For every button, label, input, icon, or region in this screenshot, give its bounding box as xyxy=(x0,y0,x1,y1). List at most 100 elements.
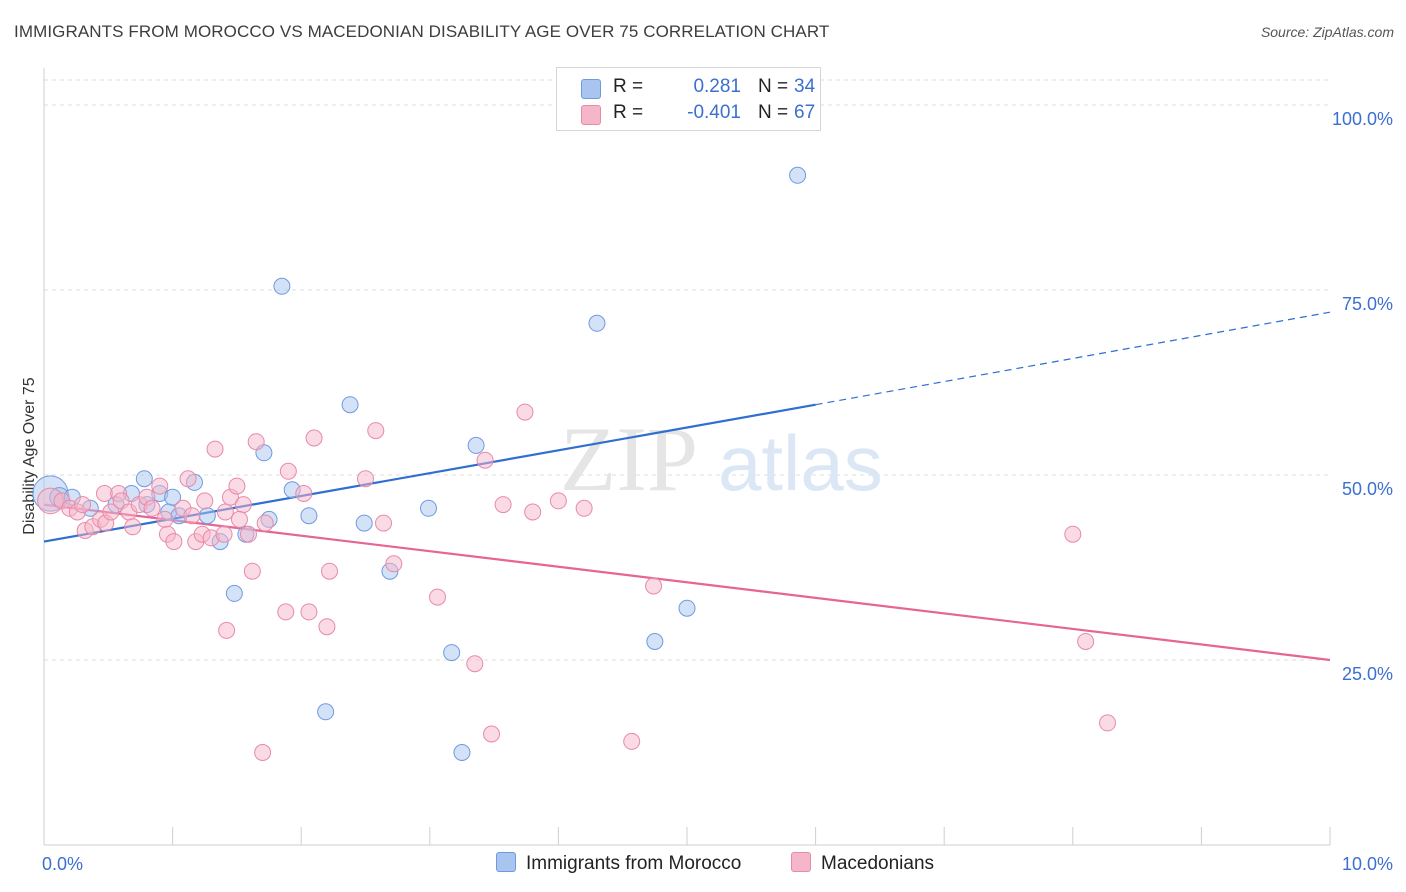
data-point-blue xyxy=(678,599,696,617)
data-point-blue xyxy=(135,470,153,488)
watermark-zip: ZIP xyxy=(560,408,698,510)
data-point-pink xyxy=(305,429,323,447)
data-point-blue xyxy=(420,499,438,517)
watermark-atlas: atlas xyxy=(718,419,883,507)
data-point-pink xyxy=(575,499,593,517)
axes xyxy=(43,68,1331,846)
legend-swatch-pink xyxy=(581,105,601,125)
bottom-legend-macedonians[interactable]: Macedonians xyxy=(791,852,934,875)
data-point-blue xyxy=(198,507,216,525)
data-point-blue xyxy=(164,488,182,506)
source-credit: Source: ZipAtlas.com xyxy=(1260,24,1394,40)
data-point-pink xyxy=(179,470,197,488)
data-point-pink xyxy=(476,451,494,469)
legend-r-label: R = xyxy=(613,102,644,123)
data-point-blue xyxy=(467,436,485,454)
bottom-legend-label-morocco: Immigrants from Morocco xyxy=(526,853,742,874)
data-point-pink xyxy=(216,503,234,521)
bottom-legend-swatch-blue xyxy=(496,852,516,872)
data-point-blue xyxy=(317,703,335,721)
data-point-pink xyxy=(367,422,385,440)
data-point-pink xyxy=(300,603,318,621)
data-point-blue xyxy=(453,744,471,761)
data-point-pink xyxy=(124,518,142,536)
data-point-blue xyxy=(300,507,318,525)
legend-n-label: N = xyxy=(758,76,789,97)
legend-n-value: 34 xyxy=(794,76,816,97)
data-point-blue xyxy=(355,514,373,532)
data-point-pink xyxy=(156,510,174,528)
data-point-pink xyxy=(165,533,183,551)
watermark: ZIP atlas xyxy=(560,408,883,510)
gridlines xyxy=(44,79,1330,661)
data-point-pink xyxy=(230,510,248,528)
data-point-pink xyxy=(95,485,113,502)
data-point-pink xyxy=(143,499,161,517)
x-tick-label: 0.0% xyxy=(42,854,83,874)
data-point-pink xyxy=(74,496,92,514)
data-point-blue xyxy=(646,633,664,650)
data-point-pink xyxy=(494,496,512,514)
data-point-blue xyxy=(588,314,606,332)
data-point-pink xyxy=(483,725,501,743)
x-tick-label: 10.0% xyxy=(1342,854,1393,874)
data-point-pink xyxy=(215,525,233,543)
data-point-pink xyxy=(318,618,336,636)
data-point-pink xyxy=(151,477,169,495)
y-tick-label: 75.0% xyxy=(1342,294,1393,314)
correlation-legend: R = 0.281 N = 34 R = -0.401 N = 67 xyxy=(556,67,821,131)
data-point-pink xyxy=(279,462,297,480)
data-point-pink xyxy=(375,514,393,532)
legend-r-value: -0.401 xyxy=(687,102,741,123)
data-point-blue xyxy=(443,644,461,662)
data-point-pink xyxy=(183,507,201,525)
data-point-pink xyxy=(466,655,484,673)
legend-r-value: 0.281 xyxy=(693,76,741,97)
data-point-pink xyxy=(645,577,663,595)
data-point-pink xyxy=(239,525,257,543)
legend-n-value: 67 xyxy=(794,102,816,123)
data-point-pink xyxy=(623,732,641,750)
y-tick-label: 50.0% xyxy=(1342,479,1393,499)
data-point-pink xyxy=(102,503,120,521)
data-point-pink xyxy=(320,562,338,580)
data-point-pink xyxy=(254,744,272,761)
data-point-blue xyxy=(225,584,243,602)
bottom-legend-label-macedonians: Macedonians xyxy=(821,853,935,874)
y-tick-label: 25.0% xyxy=(1342,664,1393,684)
data-point-pink xyxy=(218,621,236,639)
data-point-pink xyxy=(228,477,246,495)
data-point-pink xyxy=(385,555,403,573)
data-point-blue xyxy=(273,277,291,295)
data-point-blue xyxy=(789,166,807,184)
data-points xyxy=(32,166,1117,761)
regression-line-extension-blue xyxy=(815,311,1331,406)
data-point-pink xyxy=(524,503,542,521)
data-point-pink xyxy=(247,433,265,451)
bottom-legend-morocco[interactable]: Immigrants from Morocco xyxy=(496,852,741,875)
data-point-pink xyxy=(277,603,295,621)
data-point-pink xyxy=(357,470,374,488)
data-point-pink xyxy=(429,588,447,606)
data-point-pink xyxy=(256,514,274,532)
tick-labels: 25.0% 50.0% 75.0% 100.0% 0.0% 10.0% xyxy=(42,109,1393,874)
data-point-pink xyxy=(1077,633,1095,650)
legend-r-label: R = xyxy=(613,76,644,97)
chart-title: IMMIGRANTS FROM MOROCCO VS MACEDONIAN DI… xyxy=(14,22,830,41)
y-tick-label: 100.0% xyxy=(1332,109,1393,129)
data-point-pink xyxy=(243,562,261,580)
bottom-legend-swatch-pink xyxy=(791,852,811,872)
data-point-pink xyxy=(549,492,567,510)
data-point-pink xyxy=(234,496,252,514)
regression-line-pink xyxy=(43,503,1331,662)
data-point-pink xyxy=(206,440,224,458)
data-point-pink xyxy=(196,492,214,510)
data-point-pink xyxy=(1064,525,1082,543)
data-point-pink xyxy=(295,485,313,502)
data-point-pink xyxy=(1099,714,1117,732)
legend-n-label: N = xyxy=(758,102,789,123)
data-point-pink xyxy=(516,403,534,421)
data-point-blue xyxy=(341,396,359,414)
legend-swatch-blue xyxy=(581,79,601,99)
